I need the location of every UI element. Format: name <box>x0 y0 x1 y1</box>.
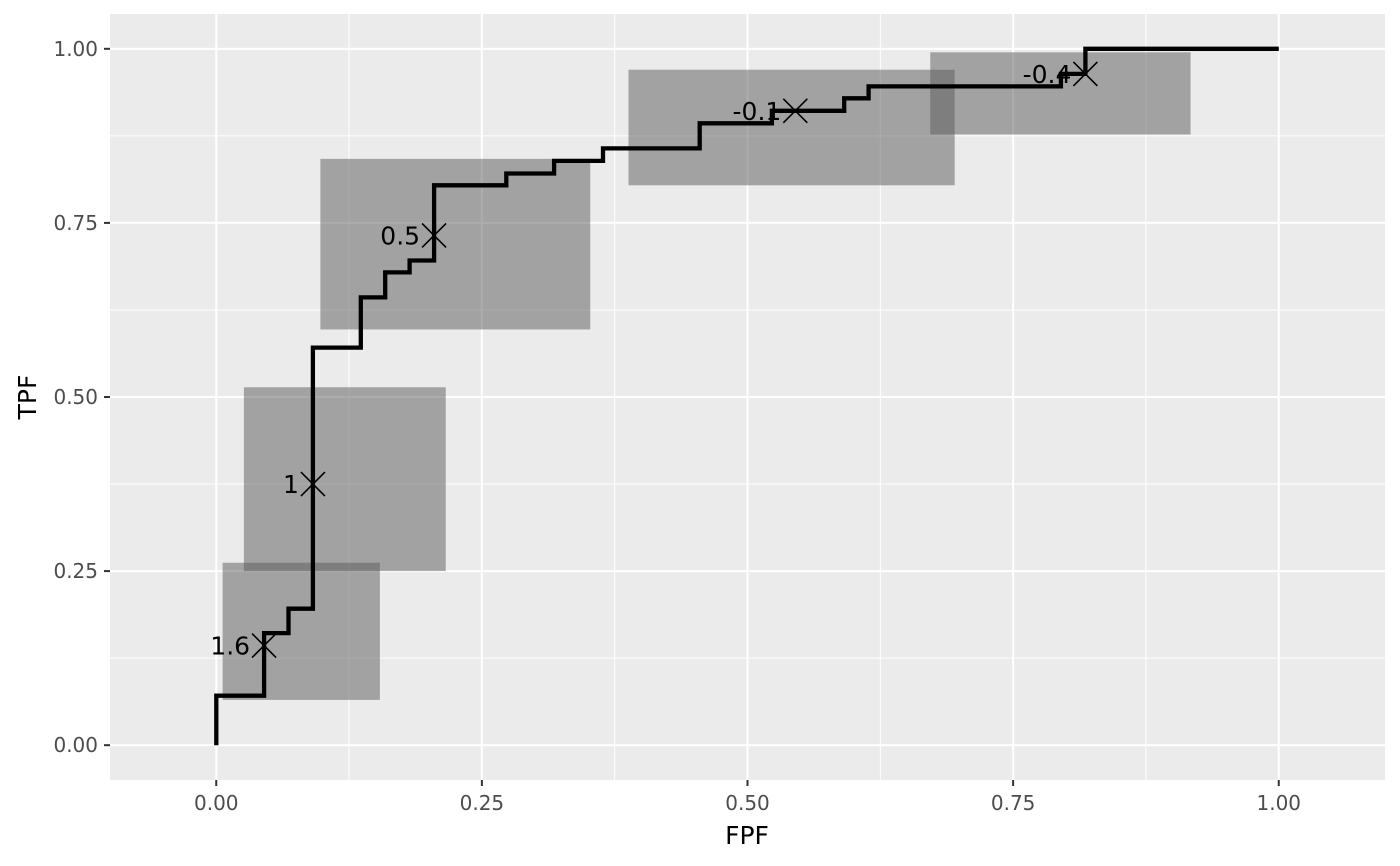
confidence-box <box>243 387 446 572</box>
x-axis-title: FPF <box>725 821 769 850</box>
y-tick-label: 0.00 <box>53 733 98 757</box>
cutoff-label: 1 <box>283 470 299 499</box>
y-tick-label: 0.50 <box>53 385 98 409</box>
confidence-box <box>222 562 380 700</box>
x-tick-label: 0.50 <box>725 791 770 815</box>
x-tick-label: 0.25 <box>460 791 505 815</box>
roc-step-curve <box>214 46 1279 746</box>
x-tick-label: 0.00 <box>194 791 239 815</box>
y-tick-label: 0.25 <box>53 559 98 583</box>
cutoff-marker <box>421 222 447 249</box>
confidence-box <box>930 52 1191 135</box>
cutoff-label: 0.5 <box>380 221 420 250</box>
cutoff-label: -0.1 <box>733 97 782 126</box>
cutoff-marker <box>251 633 277 659</box>
x-tick-label: 0.75 <box>991 791 1036 815</box>
y-tick-label: 0.75 <box>53 211 98 235</box>
y-tick-label: 1.00 <box>53 37 98 61</box>
x-tick-label: 1.00 <box>1256 791 1301 815</box>
y-axis: 0.00 0.25 0.50 0.75 1.00 <box>53 37 110 757</box>
cutoff-markers <box>251 61 1098 659</box>
cutoff-labels: 1.6 1 0.5 -0.1 -0.4 <box>210 60 1071 661</box>
cutoff-label: -0.4 <box>1023 60 1072 89</box>
cutoff-marker <box>1072 61 1098 87</box>
roc-line <box>214 46 1279 746</box>
x-axis: 0.00 0.25 0.50 0.75 1.00 <box>194 780 1301 815</box>
confidence-box <box>628 69 955 186</box>
cutoff-marker <box>300 471 326 497</box>
confidence-boxes <box>222 52 1191 700</box>
y-axis-title: TPF <box>13 375 42 421</box>
cutoff-marker <box>782 98 808 124</box>
cutoff-label: 1.6 <box>210 632 250 661</box>
